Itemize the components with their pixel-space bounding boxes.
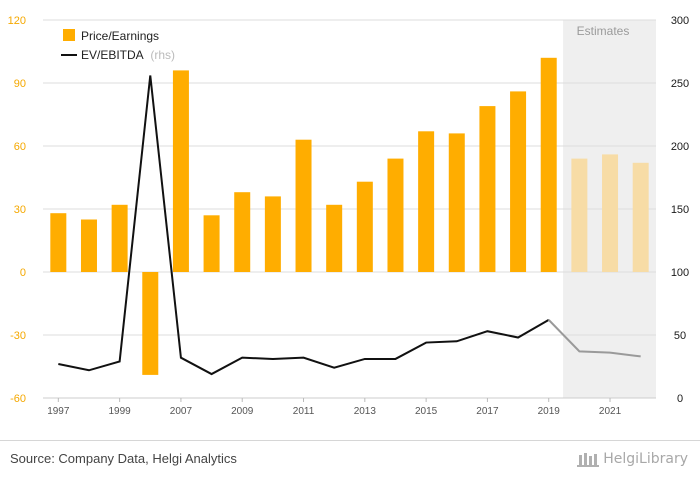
legend-swatch-pe xyxy=(63,29,75,41)
bar-pe xyxy=(111,204,128,272)
source-text: Source: Company Data, Helgi Analytics xyxy=(10,451,237,466)
bar-pe xyxy=(50,213,67,272)
axes: -60 -30 0 30 60 90 120 0 50 100 150 200 250 300 1997 19… xyxy=(8,15,690,417)
x-tick-label: 2021 xyxy=(599,406,622,417)
x-tick-label: 1999 xyxy=(109,406,132,417)
y-right-tick-label: 250 xyxy=(671,78,689,90)
bar-pe xyxy=(172,70,189,273)
x-tick-label: 2009 xyxy=(231,406,254,417)
bar-pe xyxy=(356,181,373,272)
y-right-tick-label: 150 xyxy=(671,204,689,216)
x-tick-label: 2017 xyxy=(476,406,499,417)
line-ev-ebitda-actual xyxy=(58,75,550,376)
bar-pe xyxy=(632,162,649,272)
legend: Price/Earnings EV/EBITDA (rhs) xyxy=(61,29,175,62)
y-right-tick-label: 100 xyxy=(671,267,689,279)
y-left-tick-label: 120 xyxy=(8,15,26,27)
bar-pe xyxy=(387,158,404,272)
x-tick-label: 2011 xyxy=(293,406,315,417)
y-right-tick-label: 300 xyxy=(671,15,689,27)
bar-pe xyxy=(142,272,159,375)
bar-pe xyxy=(203,215,220,272)
y-left-tick-label: 0 xyxy=(20,267,26,279)
y-left-tick-label: -60 xyxy=(10,393,26,405)
y-right-tick-label: 200 xyxy=(671,141,689,153)
y-right-tick-label: 0 xyxy=(677,393,683,405)
y-left-tick-label: -30 xyxy=(10,330,26,342)
bar-pe xyxy=(510,91,527,273)
x-tick-label: 2015 xyxy=(415,406,438,417)
bar-pe xyxy=(602,154,619,272)
footer: Source: Company Data, Helgi Analytics He… xyxy=(0,440,700,484)
bar-pe xyxy=(234,192,251,272)
bar-pe xyxy=(80,219,97,272)
legend-label-ev-rhs: (rhs) xyxy=(150,48,175,62)
line-ev-ebitda-estimate xyxy=(548,319,641,358)
chart: -60 -30 0 30 60 90 120 0 50 100 150 200 250 300 1997 19… xyxy=(8,15,690,417)
brand-text: HelgiLibrary xyxy=(603,451,688,467)
bar-pe xyxy=(448,133,465,272)
legend-label-ev-name: EV/EBITDA xyxy=(81,48,144,62)
x-tick-label: 2013 xyxy=(354,406,377,417)
y-left-tick-label: 90 xyxy=(14,78,26,90)
y-left-tick-label: 60 xyxy=(14,141,26,153)
y-right-tick-label: 50 xyxy=(674,330,686,342)
y-left-tick-label: 30 xyxy=(14,204,26,216)
bar-pe xyxy=(479,106,496,272)
ev-ebitda-line xyxy=(58,75,641,376)
pe-bars xyxy=(50,57,649,375)
estimates-label: Estimates xyxy=(577,24,630,38)
bar-pe xyxy=(326,204,343,272)
x-tick-label: 2007 xyxy=(170,406,193,417)
bar-pe xyxy=(540,57,557,272)
bar-pe xyxy=(264,196,281,272)
x-tick-label: 1997 xyxy=(47,406,70,417)
bar-pe xyxy=(418,131,435,272)
library-icon xyxy=(577,453,600,467)
bar-pe xyxy=(295,139,312,272)
legend-label-ev: EV/EBITDA (rhs) xyxy=(81,48,175,62)
brand-logo: HelgiLibrary xyxy=(577,451,688,467)
x-tick-label: 2019 xyxy=(538,406,561,417)
legend-label-pe: Price/Earnings xyxy=(81,29,159,43)
bar-pe xyxy=(571,158,588,272)
